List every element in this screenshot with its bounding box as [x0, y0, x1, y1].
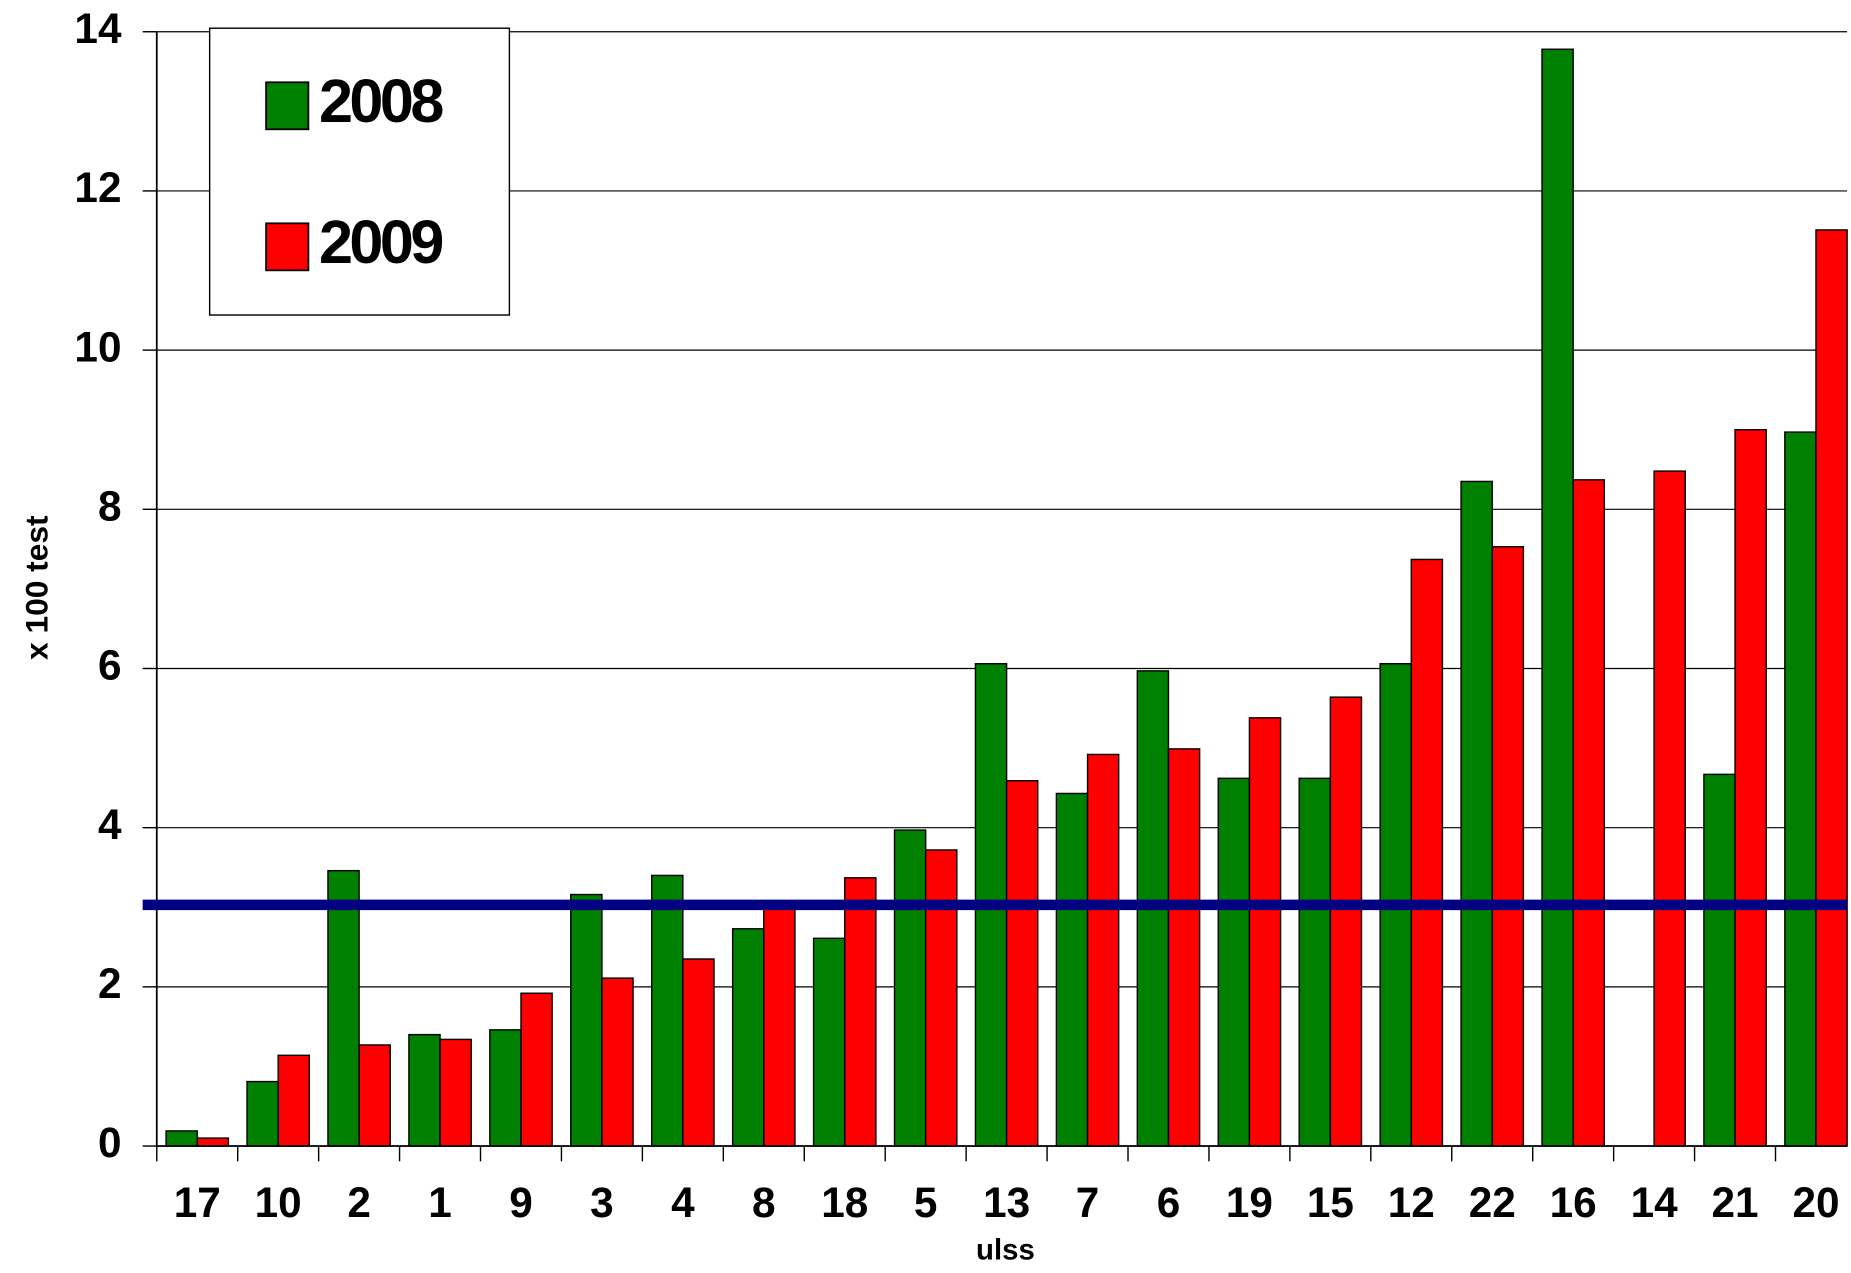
bar: [196, 1137, 230, 1147]
x-axis-label: ulss: [976, 1234, 1035, 1267]
y-tick-label: 0: [98, 1119, 122, 1166]
x-tick-label: 16: [1550, 1179, 1597, 1226]
x-tick-label: 3: [590, 1179, 614, 1226]
x-tick-label: 7: [1076, 1179, 1100, 1226]
bar: [1055, 792, 1089, 1147]
bar: [731, 928, 765, 1147]
legend-swatch: [265, 222, 310, 272]
bar: [277, 1054, 311, 1147]
bar: [570, 893, 603, 1147]
y-tick-label: 4: [98, 801, 122, 848]
bar: [1784, 431, 1817, 1147]
bar: [1005, 780, 1039, 1147]
legend-swatch: [265, 81, 310, 131]
x-tick-label: 15: [1307, 1179, 1354, 1226]
bar: [165, 1130, 198, 1147]
bar: [1734, 429, 1767, 1147]
x-tick-label: 10: [255, 1179, 302, 1226]
x-tick-label: 4: [671, 1179, 695, 1226]
bar: [924, 849, 958, 1147]
bar: [1572, 479, 1606, 1147]
x-tick-label: 12: [1388, 1179, 1435, 1226]
x-tick-label: 22: [1469, 1179, 1516, 1226]
x-tick-label: 17: [174, 1179, 221, 1226]
y-tick-label: 8: [98, 482, 122, 529]
bar: [1653, 470, 1686, 1147]
bar: [651, 874, 684, 1147]
bar: [358, 1044, 391, 1147]
legend-label: 2009: [319, 208, 442, 276]
y-tick-label: 6: [98, 642, 122, 689]
bar: [682, 958, 715, 1147]
x-tick-label: 20: [1792, 1179, 1839, 1226]
legend-label: 2008: [319, 67, 443, 135]
y-axis-label: x 100 test: [19, 515, 55, 660]
bar: [1298, 777, 1332, 1147]
bar: [327, 869, 360, 1147]
x-tick-label: 6: [1157, 1179, 1181, 1226]
x-tick-label: 14: [1631, 1179, 1679, 1226]
bar: [1167, 748, 1201, 1147]
legend-box: [208, 27, 511, 316]
x-tick-label: 21: [1712, 1179, 1759, 1226]
x-tick-label: 8: [752, 1179, 776, 1226]
bar: [1410, 558, 1444, 1147]
bar: [1217, 777, 1251, 1147]
bar: [408, 1033, 441, 1147]
bar: [893, 829, 927, 1147]
y-tick-label: 12: [74, 164, 121, 211]
bar: [439, 1038, 472, 1147]
x-tick-label: 18: [821, 1179, 868, 1226]
x-tick-label: 2: [347, 1179, 371, 1226]
bar: [1329, 696, 1363, 1147]
bar: [763, 904, 796, 1147]
x-tick-label: 5: [914, 1179, 938, 1226]
bar: [844, 877, 877, 1147]
y-tick-label: 2: [98, 960, 122, 1007]
bar: [1541, 48, 1574, 1147]
x-tick-label: 9: [509, 1179, 533, 1226]
x-tick-label: 19: [1226, 1179, 1273, 1226]
y-tick-label: 10: [74, 323, 121, 370]
bar: [1815, 229, 1848, 1147]
bar: [1248, 717, 1282, 1147]
bar: [520, 992, 553, 1147]
bar: [1086, 753, 1120, 1147]
bar: [1703, 773, 1736, 1147]
bar: [246, 1080, 279, 1147]
bar: [489, 1029, 522, 1147]
bar: [812, 937, 846, 1147]
x-tick-label: 1: [428, 1179, 452, 1226]
bar: [601, 977, 634, 1147]
bar: [1460, 480, 1493, 1147]
x-tick-label: 13: [983, 1179, 1030, 1226]
bar: [1491, 546, 1525, 1147]
y-tick-label: 14: [74, 5, 122, 52]
